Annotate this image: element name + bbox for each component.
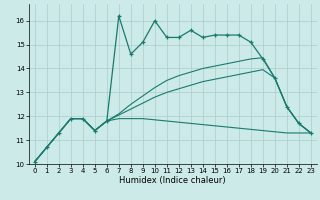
X-axis label: Humidex (Indice chaleur): Humidex (Indice chaleur) [119, 176, 226, 185]
